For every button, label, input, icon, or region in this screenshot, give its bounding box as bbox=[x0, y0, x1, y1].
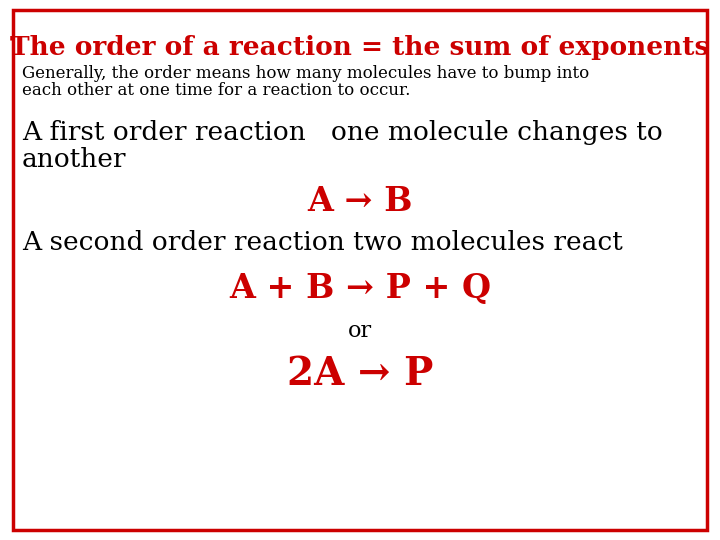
Text: 2A → P: 2A → P bbox=[287, 355, 433, 393]
Text: each other at one time for a reaction to occur.: each other at one time for a reaction to… bbox=[22, 82, 410, 99]
Text: Generally, the order means how many molecules have to bump into: Generally, the order means how many mole… bbox=[22, 65, 589, 82]
Text: A first order reaction   one molecule changes to: A first order reaction one molecule chan… bbox=[22, 120, 662, 145]
Text: or: or bbox=[348, 320, 372, 342]
Text: A second order reaction two molecules react: A second order reaction two molecules re… bbox=[22, 230, 623, 255]
Text: A + B → P + Q: A + B → P + Q bbox=[229, 272, 491, 305]
Text: A → B: A → B bbox=[307, 185, 413, 218]
Text: another: another bbox=[22, 147, 127, 172]
Text: The order of a reaction = the sum of exponents: The order of a reaction = the sum of exp… bbox=[10, 35, 710, 60]
